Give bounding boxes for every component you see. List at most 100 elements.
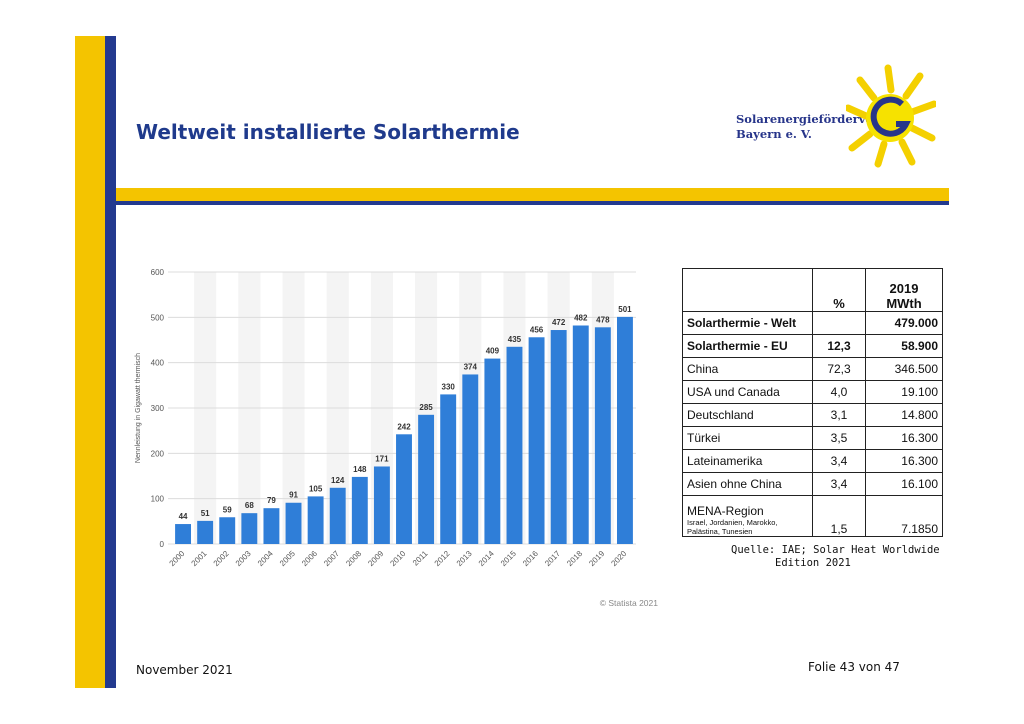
x-tick-label: 2009 [366, 549, 385, 568]
header-year-unit: 2019 MWth [865, 268, 943, 312]
x-tick-label: 2018 [565, 549, 584, 568]
y-tick-label: 500 [151, 313, 165, 322]
x-tick-label: 2013 [455, 549, 474, 568]
bar [351, 476, 368, 544]
row-value: 16.300 [865, 426, 943, 450]
bar [175, 524, 192, 544]
data-label: 79 [267, 496, 276, 505]
row-pct [812, 311, 866, 335]
x-tick-label: 2016 [521, 549, 540, 568]
table-row: Solarthermie - Welt 479.000 [682, 311, 943, 335]
y-tick-label: 400 [151, 359, 165, 368]
data-label: 435 [508, 335, 522, 344]
x-tick-label: 2017 [543, 549, 562, 568]
table-row: Solarthermie - EU 12,3 58.900 [682, 334, 943, 358]
row-label: USA und Canada [682, 380, 813, 404]
x-tick-label: 2012 [433, 549, 452, 568]
row-value: 479.000 [865, 311, 943, 335]
data-label: 472 [552, 318, 566, 327]
bar [462, 374, 479, 544]
row-pct: 72,3 [812, 357, 866, 381]
data-label: 482 [574, 313, 588, 322]
x-tick-label: 2001 [190, 549, 209, 568]
bar [528, 337, 545, 544]
table-row: USA und Canada 4,0 19.100 [682, 380, 943, 404]
bar [241, 513, 258, 544]
x-tick-label: 2010 [388, 549, 407, 568]
mena-countries: Israel, Jordanien, Marokko, Palästina, T… [687, 518, 778, 536]
row-label: Solarthermie - Welt [682, 311, 813, 335]
row-value: 16.300 [865, 449, 943, 473]
mena-value: 7.1850 [865, 495, 943, 537]
x-tick-label: 2006 [300, 549, 319, 568]
row-label: Asien ohne China [682, 472, 813, 496]
data-label: 374 [464, 362, 478, 371]
header-empty-cell [682, 268, 813, 312]
data-label: 285 [419, 403, 433, 412]
solar-stats-table: % 2019 MWth Solarthermie - Welt 479.000 Sol… [682, 268, 943, 537]
row-value: 16.100 [865, 472, 943, 496]
y-tick-label: 100 [151, 495, 165, 504]
left-yellow-stripe [75, 36, 105, 688]
row-pct: 4,0 [812, 380, 866, 404]
bar [550, 330, 567, 544]
footer-page-number: Folie 43 von 47 [808, 660, 900, 674]
row-value: 19.100 [865, 380, 943, 404]
bar [484, 358, 501, 544]
data-label: 501 [618, 305, 632, 314]
source-line-1: Quelle: IAE; Solar Heat Worldwide [731, 544, 940, 556]
row-pct: 3,1 [812, 403, 866, 427]
mena-label: MENA-Region [687, 504, 764, 518]
data-label: 330 [442, 382, 456, 391]
table-row: China 72,3 346.500 [682, 357, 943, 381]
row-value: 346.500 [865, 357, 943, 381]
source-line-2: Edition 2021 [775, 557, 851, 569]
data-label: 148 [353, 465, 367, 474]
row-label: Lateinamerika [682, 449, 813, 473]
bar-chart: 0 100 200 300 400 500 600 44 2000 51 2001 59 2002 68 2… [128, 256, 658, 616]
mena-label-cell: MENA-Region Israel, Jordanien, Marokko, P… [682, 495, 813, 537]
bar [440, 394, 457, 544]
sun-icon [846, 64, 936, 168]
association-logo: Solarenergieförderverein Bayern e. V. [736, 60, 936, 170]
header-yellow-rule [116, 188, 949, 201]
header-unit: MWth [886, 296, 922, 311]
table-header-row: % 2019 MWth [682, 268, 943, 312]
data-label: 105 [309, 484, 323, 493]
table-row-mena: MENA-Region Israel, Jordanien, Marokko, P… [682, 495, 943, 537]
x-tick-label: 2007 [322, 549, 341, 568]
data-label: 91 [289, 491, 298, 500]
row-value: 58.900 [865, 334, 943, 358]
data-label: 171 [375, 454, 389, 463]
x-tick-label: 2003 [234, 549, 253, 568]
x-tick-label: 2014 [477, 549, 496, 568]
bar [396, 434, 412, 544]
row-label: China [682, 357, 813, 381]
x-tick-label: 2011 [411, 549, 430, 568]
data-label: 456 [530, 325, 544, 334]
bar [263, 508, 280, 544]
left-blue-stripe [105, 36, 116, 688]
table-row: Lateinamerika 3,4 16.300 [682, 449, 943, 473]
bar [572, 325, 589, 544]
x-tick-label: 2015 [499, 549, 518, 568]
chart-credit: © Statista 2021 [600, 598, 658, 608]
row-label: Türkei [682, 426, 813, 450]
header-year: 2019 [889, 281, 919, 296]
bar [506, 346, 523, 544]
bar [594, 327, 611, 544]
x-tick-label: 2004 [256, 549, 275, 568]
data-label: 242 [397, 422, 411, 431]
table-row: Türkei 3,5 16.300 [682, 426, 943, 450]
data-label: 51 [201, 509, 210, 518]
y-tick-label: 200 [151, 449, 165, 458]
table-row: Deutschland 3,1 14.800 [682, 403, 943, 427]
x-tick-label: 2008 [344, 549, 363, 568]
bar [329, 487, 346, 544]
bar [285, 502, 302, 544]
bar [307, 496, 324, 544]
data-label: 68 [245, 501, 254, 510]
header-blue-rule [116, 201, 949, 205]
slide-title: Weltweit installierte Solarthermie [136, 120, 520, 144]
y-tick-label: 0 [160, 540, 165, 549]
